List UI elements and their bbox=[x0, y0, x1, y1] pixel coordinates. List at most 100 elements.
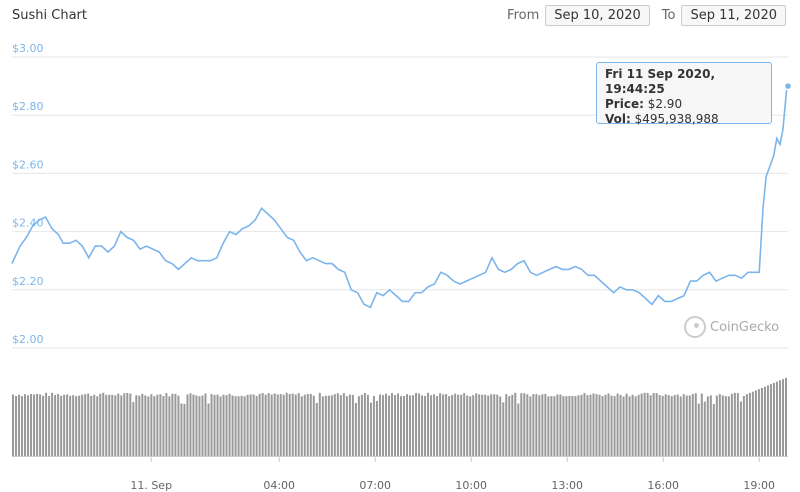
volume-bar bbox=[700, 393, 703, 456]
volume-bar bbox=[478, 394, 481, 456]
volume-bar bbox=[694, 393, 697, 456]
volume-bar bbox=[577, 395, 580, 456]
volume-bar bbox=[102, 392, 105, 456]
to-date-input[interactable]: Sep 11, 2020 bbox=[681, 5, 786, 26]
volume-bar bbox=[249, 394, 252, 456]
tooltip-price-label: Price: bbox=[605, 97, 644, 111]
volume-bar bbox=[649, 395, 652, 456]
coingecko-logo-icon bbox=[684, 316, 706, 338]
volume-bar bbox=[123, 393, 126, 456]
volume-bar bbox=[243, 396, 246, 456]
tooltip-vol-label: Vol: bbox=[605, 112, 631, 126]
volume-bar bbox=[144, 395, 147, 456]
volume-bar bbox=[562, 396, 565, 456]
y-tick-label: $2.80 bbox=[12, 100, 44, 113]
volume-bar bbox=[499, 396, 502, 456]
volume-bar bbox=[162, 395, 165, 456]
volume-bar bbox=[481, 394, 484, 456]
volume-bar bbox=[784, 377, 787, 456]
volume-bar bbox=[628, 396, 631, 456]
volume-bar bbox=[252, 394, 255, 456]
price-line[interactable] bbox=[11, 85, 789, 309]
volume-bar bbox=[378, 394, 381, 456]
volume-bar bbox=[201, 395, 204, 456]
watermark-text: CoinGecko bbox=[710, 319, 780, 335]
x-tick-label: 07:00 bbox=[359, 479, 391, 492]
volume-bar bbox=[547, 396, 550, 456]
volume-bar bbox=[676, 394, 679, 456]
volume-bar bbox=[661, 395, 664, 456]
volume-bar bbox=[445, 394, 448, 456]
volume-bar bbox=[619, 394, 622, 456]
price-tooltip: Fri 11 Sep 2020, 19:44:25 Price: $2.90 V… bbox=[596, 62, 772, 126]
volume-bar bbox=[33, 394, 36, 456]
volume-bar bbox=[580, 394, 583, 456]
y-tick-label: $2.60 bbox=[12, 158, 44, 171]
volume-bar bbox=[180, 403, 183, 456]
volume-bar bbox=[270, 394, 273, 456]
volume-bar bbox=[751, 391, 754, 456]
volume-bar bbox=[739, 401, 742, 456]
volume-bar bbox=[21, 396, 24, 456]
volume-bar bbox=[502, 402, 505, 456]
from-date-input[interactable]: Sep 10, 2020 bbox=[545, 5, 650, 26]
tooltip-datetime: Fri 11 Sep 2020, 19:44:25 bbox=[605, 67, 716, 96]
volume-bar bbox=[778, 380, 781, 456]
volume-bar bbox=[538, 395, 541, 456]
volume-bar bbox=[273, 393, 276, 456]
volume-bar bbox=[237, 396, 240, 456]
volume-bar bbox=[177, 395, 180, 456]
volume-bar bbox=[306, 393, 309, 456]
volume-bar bbox=[111, 394, 114, 456]
volume-bar bbox=[135, 395, 138, 456]
volume-bar bbox=[192, 394, 195, 456]
volume-bar bbox=[240, 395, 243, 456]
volume-bar bbox=[433, 394, 436, 456]
volume-bar bbox=[418, 393, 421, 456]
volume-bar bbox=[27, 395, 30, 456]
volume-bar bbox=[448, 396, 451, 456]
volume-bar bbox=[132, 402, 135, 456]
hover-point bbox=[783, 81, 793, 91]
volume-bar bbox=[508, 396, 511, 456]
volume-bar bbox=[460, 394, 463, 456]
volume-bar bbox=[574, 396, 577, 456]
volume-bar bbox=[195, 395, 198, 456]
volume-bar bbox=[219, 396, 222, 456]
from-label: From bbox=[507, 8, 540, 23]
chart-title: Sushi Chart bbox=[12, 8, 87, 23]
volume-bar bbox=[18, 394, 21, 456]
volume-bar bbox=[691, 394, 694, 456]
volume-bar bbox=[54, 394, 57, 456]
volume-bar bbox=[565, 396, 568, 456]
volume-bar bbox=[634, 396, 637, 456]
volume-bar bbox=[231, 395, 234, 456]
volume-bar bbox=[550, 396, 553, 456]
volume-bar bbox=[63, 394, 66, 456]
volume-bar bbox=[640, 393, 643, 456]
volume-bar bbox=[30, 393, 33, 456]
volume-bar bbox=[309, 393, 312, 456]
volume-bar bbox=[363, 393, 366, 456]
volume-bar bbox=[126, 392, 129, 456]
volume-bar bbox=[655, 393, 658, 456]
volume-bar bbox=[718, 394, 721, 456]
volume-bar bbox=[204, 393, 207, 456]
volume-bar bbox=[153, 396, 156, 456]
volume-bar bbox=[748, 392, 751, 456]
volume-bar bbox=[396, 393, 399, 456]
volume-bar bbox=[544, 393, 547, 456]
volume-bar bbox=[589, 394, 592, 456]
volume-bar bbox=[730, 393, 733, 456]
volume-bar bbox=[769, 384, 772, 456]
volume-bar bbox=[228, 393, 231, 456]
volume-bar bbox=[189, 393, 192, 456]
volume-bar bbox=[781, 379, 784, 456]
volume-bar bbox=[487, 395, 490, 456]
volume-bar bbox=[156, 394, 159, 456]
volume-bar bbox=[511, 394, 514, 456]
date-range: From Sep 10, 2020 To Sep 11, 2020 bbox=[501, 5, 786, 26]
volume-bar bbox=[351, 394, 354, 456]
volume-bar bbox=[673, 395, 676, 456]
